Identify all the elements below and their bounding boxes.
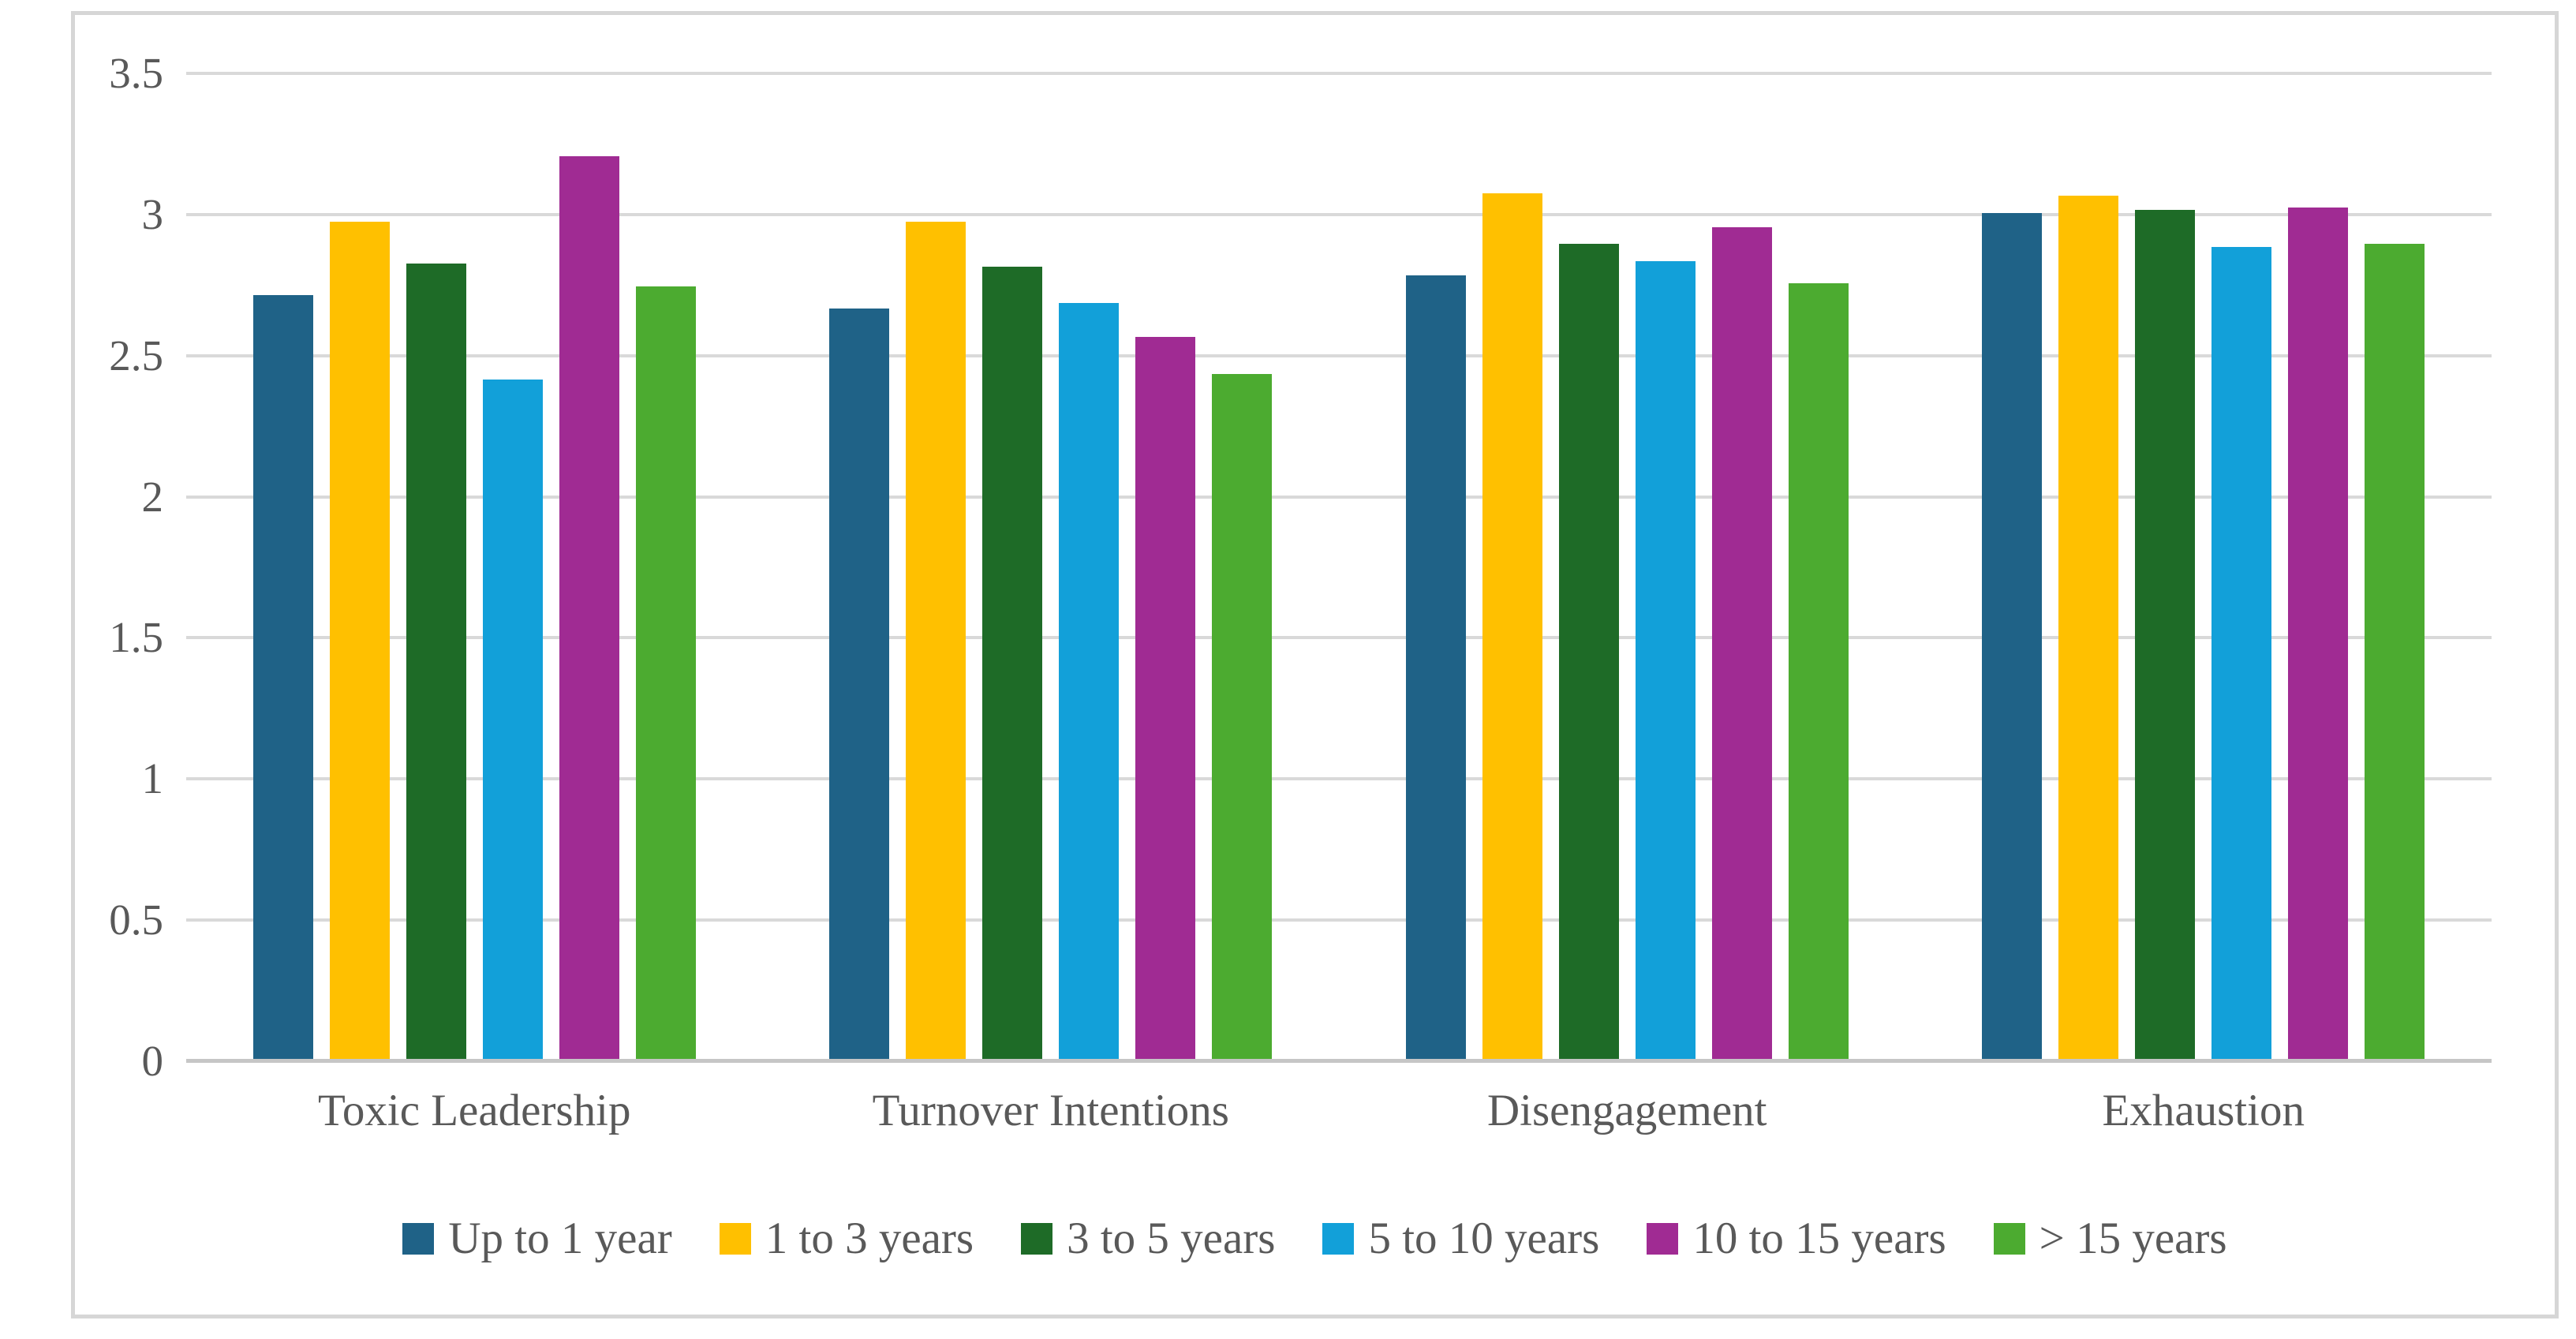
bar-3-to-5-years-exhaustion: [2135, 210, 2196, 1060]
y-tick-label: 1.5: [109, 613, 163, 662]
x-axis: Toxic Leadership Turnover Intentions Disen…: [186, 1085, 2492, 1136]
category-label-disengagement: Disengagement: [1486, 1086, 1767, 1135]
legend: Up to 1 year 1 to 3 years 3 to 5 years 5 to…: [75, 1213, 2555, 1264]
legend-swatch-icon: [1647, 1222, 1679, 1255]
bar-groups: [186, 72, 2492, 1060]
category-label-exhaustion: Exhaustion: [2102, 1086, 2305, 1135]
bar-15-years-exhaustion: [2365, 244, 2425, 1060]
legend-item-3-to-5-years: 3 to 5 years: [1021, 1213, 1275, 1264]
y-axis: 0 0.5 1 1.5 2 2.5 3 3.5: [75, 51, 164, 1083]
gridline-2.5: [186, 353, 2492, 357]
bar-3-to-5-years-toxic-leadership: [406, 264, 466, 1060]
chart-area: 0 0.5 1 1.5 2 2.5 3 3.5 Toxic Leadership Turnove…: [71, 11, 2559, 1318]
bar-up-to-1-year-disengagement: [1405, 275, 1466, 1060]
legend-swatch-icon: [1322, 1222, 1355, 1255]
bar-1-to-3-years-exhaustion: [2058, 196, 2119, 1060]
legend-swatch-icon: [1021, 1222, 1053, 1255]
x-axis-line: [186, 1059, 2492, 1063]
bar-5-to-10-years-turnover-intentions: [1059, 303, 1120, 1060]
bar-10-to-15-years-exhaustion: [2288, 207, 2349, 1060]
bar-1-to-3-years-turnover-intentions: [906, 221, 966, 1060]
y-tick-label: 2.5: [109, 331, 163, 380]
legend-item-up-to-1-year: Up to 1 year: [402, 1213, 672, 1264]
y-tick-label: 2: [141, 472, 164, 521]
bar-group-toxic-leadership: [186, 72, 763, 1060]
gridline-3: [186, 212, 2492, 216]
gridline-2: [186, 495, 2492, 499]
bar-5-to-10-years-toxic-leadership: [482, 379, 543, 1060]
bar-5-to-10-years-exhaustion: [2211, 246, 2272, 1060]
gridline-1.5: [186, 636, 2492, 640]
bar-group-disengagement: [1339, 72, 1916, 1060]
legend-item-5-to-10-years: 5 to 10 years: [1322, 1213, 1599, 1264]
legend-label: 10 to 15 years: [1692, 1214, 1946, 1263]
bar-1-to-3-years-toxic-leadership: [329, 221, 390, 1060]
category-label-toxic-leadership: Toxic Leadership: [318, 1086, 631, 1135]
legend-item-1-to-3-years: 1 to 3 years: [719, 1213, 974, 1264]
bar-10-to-15-years-disengagement: [1711, 226, 1772, 1060]
gridline-0.5: [186, 918, 2492, 922]
y-tick-label: 0.5: [109, 896, 163, 944]
legend-swatch-icon: [1993, 1222, 2025, 1255]
bar-group-turnover-intentions: [763, 72, 1340, 1060]
bar-10-to-15-years-turnover-intentions: [1135, 337, 1196, 1060]
legend-label: 5 to 10 years: [1368, 1214, 1600, 1263]
gridline-1: [186, 777, 2492, 781]
plot-area: [186, 72, 2492, 1063]
bar-3-to-5-years-turnover-intentions: [982, 266, 1043, 1060]
legend-swatch-icon: [402, 1222, 435, 1255]
bar-15-years-disengagement: [1788, 283, 1849, 1060]
bar-up-to-1-year-exhaustion: [1982, 212, 2043, 1060]
y-tick-label: 3.5: [109, 49, 163, 97]
legend-swatch-icon: [719, 1222, 751, 1255]
legend-label: > 15 years: [2039, 1214, 2227, 1263]
bar-3-to-5-years-disengagement: [1558, 244, 1619, 1060]
bar-up-to-1-year-toxic-leadership: [252, 294, 313, 1060]
y-tick-label: 3: [141, 189, 164, 238]
gridline-3.5: [186, 72, 2492, 75]
bar-up-to-1-year-turnover-intentions: [829, 309, 890, 1060]
bar-5-to-10-years-disengagement: [1635, 260, 1696, 1060]
legend-label: 3 to 5 years: [1067, 1214, 1276, 1263]
legend-label: Up to 1 year: [448, 1214, 672, 1263]
bar-1-to-3-years-disengagement: [1482, 193, 1542, 1060]
category-label-turnover-intentions: Turnover Intentions: [872, 1086, 1229, 1135]
legend-label: 1 to 3 years: [765, 1214, 974, 1263]
legend-item-15-years: > 15 years: [1993, 1213, 2227, 1264]
legend-item-10-to-15-years: 10 to 15 years: [1647, 1213, 1946, 1264]
bar-15-years-turnover-intentions: [1212, 373, 1273, 1060]
y-tick-label: 1: [141, 754, 164, 803]
bar-group-exhaustion: [1916, 72, 2492, 1060]
bar-15-years-toxic-leadership: [635, 286, 696, 1060]
y-tick-label: 0: [141, 1037, 164, 1085]
bar-10-to-15-years-toxic-leadership: [559, 156, 619, 1060]
